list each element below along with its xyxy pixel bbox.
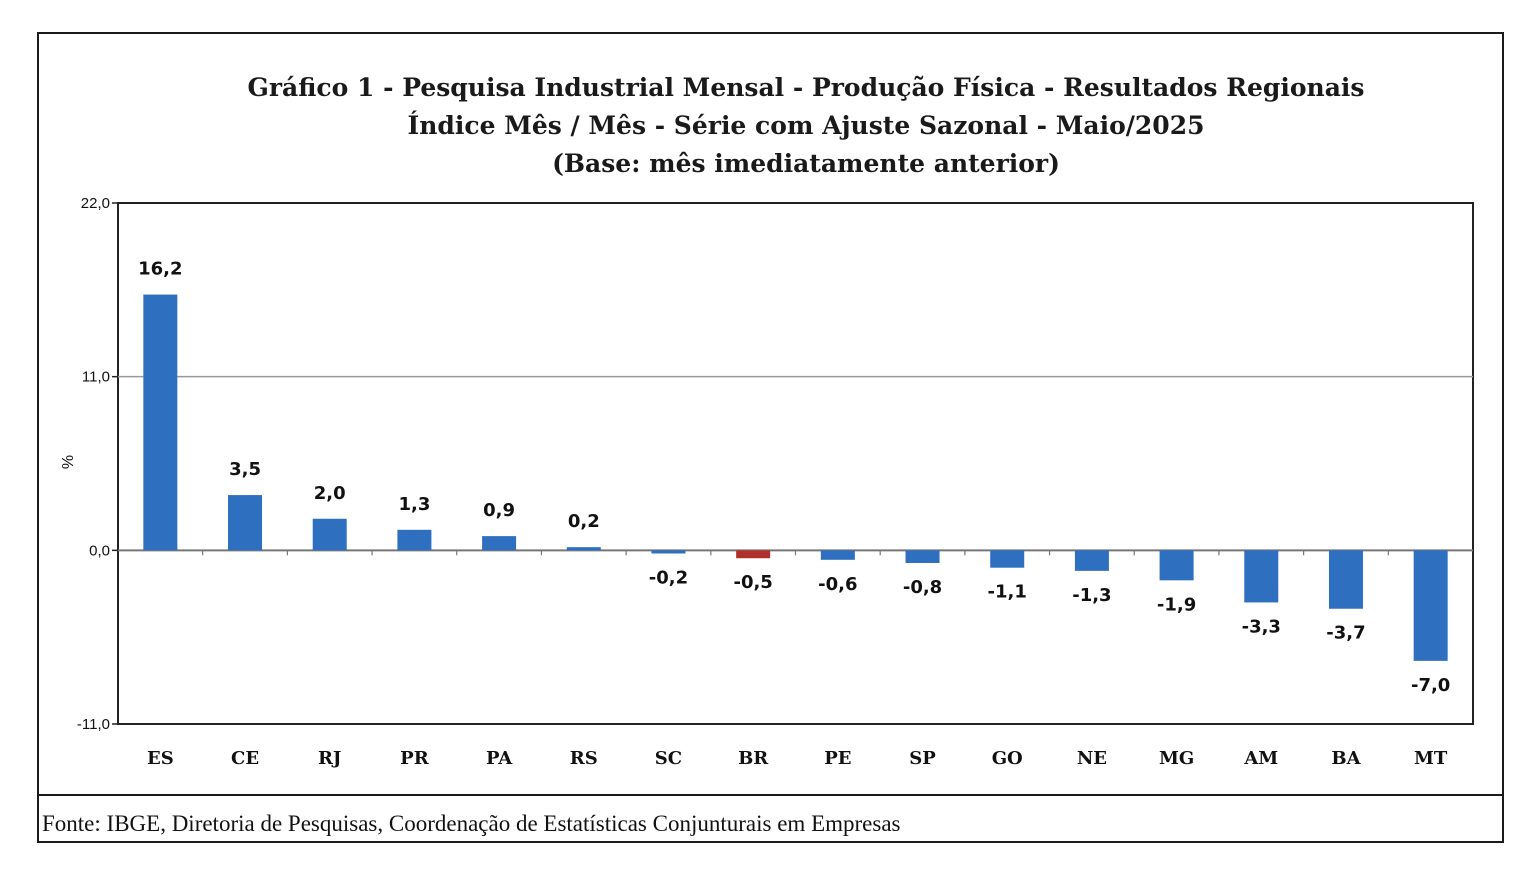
category-label-es: ES (147, 748, 174, 769)
chart-frame (37, 32, 1504, 843)
value-label-go: -1,1 (988, 582, 1027, 603)
bars (143, 294, 1448, 661)
category-label-sc: SC (655, 748, 682, 769)
category-label-ne: NE (1077, 748, 1107, 769)
category-label-ba: BA (1331, 748, 1361, 769)
category-label-ce: CE (231, 748, 259, 769)
value-label-es: 16,2 (138, 259, 182, 280)
bar-es (143, 294, 178, 551)
y-tick-label: -11,0 (77, 716, 110, 733)
source-note: Fonte: IBGE, Diretoria de Pesquisas, Coo… (42, 811, 901, 836)
value-label-am: -3,3 (1242, 616, 1281, 637)
category-label-sp: SP (909, 748, 936, 769)
bar-pr (397, 529, 432, 551)
value-label-mg: -1,9 (1157, 594, 1196, 615)
category-labels: ES CE RJ PR PA RS SC BR PE SP GO NE MG AM BA MT (147, 748, 1448, 769)
value-label-pa: 0,9 (483, 500, 515, 521)
bar-mg (1159, 550, 1194, 581)
bar-am (1244, 550, 1279, 603)
y-axis-ticks: 22,0 11,0 0,0 -11,0 (77, 195, 118, 733)
category-label-pe: PE (824, 748, 851, 769)
value-labels: 16,2 3,5 2,0 1,3 0,9 0,2 -0,2 -0,5 -0,6 -0,8 -1,1 -… (138, 259, 1450, 696)
bar-rs (566, 547, 601, 551)
value-label-sp: -0,8 (903, 577, 942, 598)
value-label-br: -0,5 (733, 572, 772, 593)
value-label-ce: 3,5 (229, 459, 261, 480)
category-label-am: AM (1243, 748, 1278, 769)
bar-go (990, 550, 1025, 568)
chart-title-line-2: Índice Mês / Mês - Série com Ajuste Sazo… (408, 111, 1205, 140)
y-tick-label: 22,0 (81, 195, 110, 212)
bar-br (736, 550, 771, 559)
chart-title: Gráfico 1 - Pesquisa Industrial Mensal -… (248, 73, 1365, 178)
bar-ce (228, 495, 263, 551)
category-label-rs: RS (570, 748, 598, 769)
category-label-mt: MT (1414, 748, 1448, 769)
value-label-pr: 1,3 (398, 494, 430, 515)
plot-area-border (117, 202, 1474, 725)
bar-pa (482, 536, 517, 551)
bar-sp (905, 550, 940, 563)
value-label-ba: -3,7 (1326, 623, 1365, 644)
bar-ne (1074, 550, 1109, 571)
category-label-rj: RJ (318, 748, 341, 769)
chart-title-line-1: Gráfico 1 - Pesquisa Industrial Mensal -… (248, 73, 1365, 102)
category-label-pr: PR (400, 748, 430, 769)
bar-mt (1413, 550, 1448, 661)
y-axis-label: % (60, 455, 77, 469)
value-label-ne: -1,3 (1072, 585, 1111, 606)
bar-pe (820, 550, 855, 560)
bar-rj (312, 518, 347, 551)
category-label-br: BR (738, 748, 769, 769)
gridlines (117, 202, 1474, 725)
category-label-mg: MG (1159, 748, 1194, 769)
category-label-go: GO (992, 748, 1023, 769)
value-label-sc: -0,2 (649, 567, 688, 588)
bar-sc (651, 550, 686, 554)
y-tick-label: 11,0 (82, 369, 110, 386)
y-tick-label: 0,0 (89, 542, 110, 559)
value-label-rs: 0,2 (568, 511, 600, 532)
chart-title-line-3: (Base: mês imediatamente anterior) (552, 149, 1060, 178)
category-label-pa: PA (486, 748, 513, 769)
value-label-rj: 2,0 (314, 483, 346, 504)
value-label-pe: -0,6 (818, 574, 857, 595)
value-label-mt: -7,0 (1411, 675, 1450, 696)
bar-ba (1328, 550, 1363, 609)
